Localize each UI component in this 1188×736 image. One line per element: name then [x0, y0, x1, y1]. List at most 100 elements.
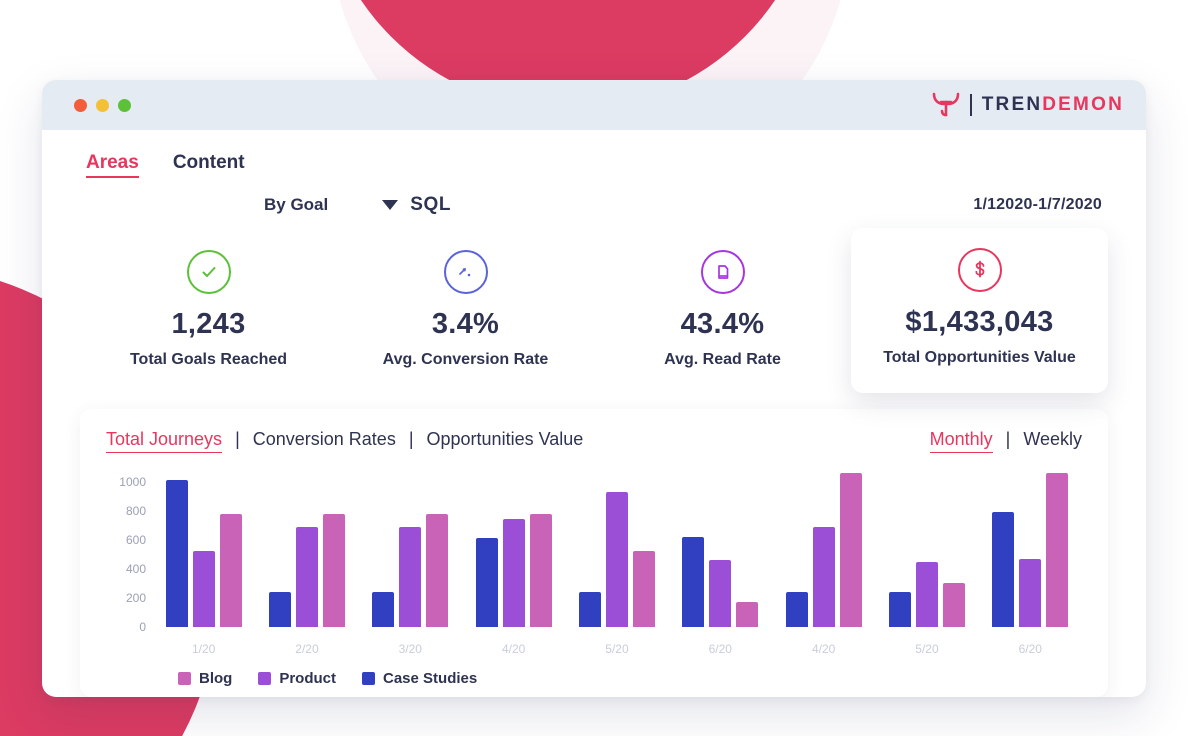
legend-item-case-studies[interactable]: Case Studies [362, 670, 477, 687]
bar-group [372, 467, 449, 627]
tab-total-journeys[interactable]: Total Journeys [106, 429, 223, 453]
close-window-button[interactable] [74, 98, 87, 112]
document-read-icon [700, 250, 745, 294]
tab-separator: | [1005, 429, 1011, 449]
tab-weekly[interactable]: Weekly [1023, 429, 1082, 449]
bar-group [992, 467, 1069, 627]
tab-separator: | [408, 429, 414, 449]
x-axis-label: 1/20 [191, 642, 216, 656]
bar-blog[interactable] [426, 513, 449, 627]
chart-legend: Blog Product Case Studies [178, 670, 1082, 687]
bar-blog[interactable] [839, 472, 862, 627]
brand-part-one: TREN [981, 94, 1043, 115]
kpi-label: Avg. Read Rate [664, 351, 781, 368]
legend-label: Blog [199, 670, 233, 687]
tab-separator: | [235, 429, 240, 449]
chart-x-axis: 1/20 2/20 3/20 4/20 5/20 6/20 4/20 5/20 6/20 [152, 642, 1082, 656]
bar-product[interactable] [915, 561, 938, 627]
x-axis-label: 5/20 [915, 642, 939, 656]
bar-case-studies[interactable] [682, 536, 705, 627]
kpi-value: 3.4% [431, 308, 500, 340]
bar-blog[interactable] [219, 513, 242, 627]
bar-blog[interactable] [942, 583, 965, 627]
bar-case-studies[interactable] [785, 592, 808, 627]
bar-case-studies[interactable] [165, 480, 188, 627]
bar-product[interactable] [502, 519, 525, 627]
tab-monthly[interactable]: Monthly [929, 429, 993, 453]
tab-opportunities-value[interactable]: Opportunities Value [426, 429, 584, 449]
chart-y-axis: 0 200 400 600 800 1000 [106, 467, 152, 634]
bar-case-studies[interactable] [372, 592, 395, 627]
bar-product[interactable] [709, 560, 732, 627]
kpi-label: Total Goals Reached [129, 351, 288, 368]
legend-swatch [258, 672, 272, 685]
window-titlebar: TRENDEMON [42, 80, 1146, 130]
legend-item-blog[interactable]: Blog [178, 670, 232, 687]
date-range-selector[interactable]: 1/12020-1/7/2020 [973, 196, 1102, 213]
bar-blog[interactable] [632, 551, 655, 627]
nav-item-areas[interactable]: Areas [86, 152, 139, 178]
legend-swatch [178, 672, 191, 685]
check-circle-icon [186, 250, 231, 294]
bar-blog[interactable] [1046, 472, 1069, 627]
bar-case-studies[interactable] [992, 512, 1015, 627]
maximize-window-button[interactable] [118, 98, 131, 112]
x-axis-label: 2/20 [295, 642, 319, 656]
by-goal-label: By Goal [264, 195, 329, 214]
bar-blog[interactable] [322, 513, 345, 627]
legend-item-product[interactable]: Product [258, 670, 336, 687]
trendemon-bull-logo-icon [932, 92, 960, 117]
kpi-card-total-goals-reached: 1,243 Total Goals Reached [80, 234, 337, 393]
x-axis-label: 5/20 [605, 642, 629, 656]
brand-wordmark: TRENDEMON [982, 94, 1124, 116]
minimize-window-button[interactable] [96, 98, 109, 112]
traffic-lights [74, 98, 131, 112]
bar-blog[interactable] [529, 513, 552, 627]
primary-nav: Areas Content [42, 130, 1146, 178]
x-axis-label: 3/20 [398, 642, 422, 656]
bar-product[interactable] [399, 526, 422, 627]
dollar-circle-icon [957, 248, 1002, 292]
bar-case-studies[interactable] [475, 538, 498, 627]
conversion-clock-icon [443, 250, 488, 294]
brand-part-two: DEMON [1042, 94, 1124, 115]
chart-metric-tabs: Total Journeys | Conversion Rates | Oppo… [106, 429, 583, 453]
kpi-row: 1,243 Total Goals Reached 3.4% Avg. Conv… [80, 228, 1108, 393]
y-axis-tick: 1000 [119, 474, 146, 489]
y-axis-tick: 0 [139, 620, 146, 634]
bar-case-studies[interactable] [578, 592, 601, 627]
chart-header: Total Journeys | Conversion Rates | Oppo… [106, 429, 1082, 453]
browser-window: TRENDEMON Areas Content By Goal SQL 1/12… [42, 80, 1146, 697]
chart-plot-area: 0 200 400 600 800 1000 [106, 467, 1082, 635]
kpi-card-avg-read-rate: 43.4% Avg. Read Rate [594, 234, 851, 393]
chart-panel: Total Journeys | Conversion Rates | Oppo… [80, 409, 1108, 697]
filter-bar: By Goal SQL 1/12020-1/7/2020 [42, 178, 1146, 216]
nav-item-content[interactable]: Content [172, 152, 245, 173]
bar-blog[interactable] [736, 602, 759, 627]
bar-product[interactable] [1019, 558, 1042, 627]
bar-group [682, 467, 759, 627]
y-axis-tick: 400 [125, 561, 146, 576]
brand-logo: TRENDEMON [932, 92, 1124, 118]
bar-group [785, 467, 862, 627]
bar-group [475, 467, 552, 627]
bar-product[interactable] [605, 491, 628, 627]
tab-conversion-rates[interactable]: Conversion Rates [252, 429, 396, 449]
kpi-value: 1,243 [171, 308, 246, 340]
goal-selected-value: SQL [410, 194, 452, 215]
x-axis-label: 4/20 [811, 642, 836, 656]
x-axis-label: 6/20 [1018, 642, 1042, 656]
bar-group [578, 467, 655, 627]
legend-swatch [362, 672, 375, 685]
bar-case-studies[interactable] [888, 592, 911, 627]
bar-product[interactable] [192, 551, 215, 627]
kpi-value: $1,433,043 [905, 306, 1054, 338]
goal-dropdown[interactable]: SQL [382, 194, 451, 216]
bar-product[interactable] [812, 526, 835, 627]
chart-bars [152, 467, 1082, 627]
y-axis-tick: 600 [125, 532, 146, 547]
bar-case-studies[interactable] [268, 592, 291, 627]
brand-divider [969, 94, 972, 116]
bar-product[interactable] [295, 526, 318, 627]
x-axis-label: 4/20 [501, 642, 526, 656]
